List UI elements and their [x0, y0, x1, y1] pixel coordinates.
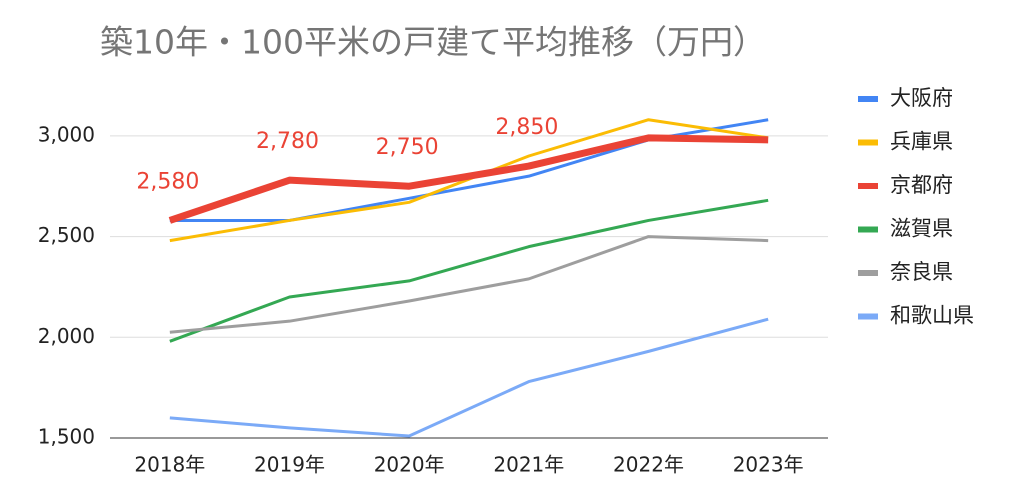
legend-swatch [858, 270, 878, 276]
value-label: 2,780 [256, 129, 319, 154]
value-label: 2,850 [495, 115, 558, 140]
legend-label: 滋賀県 [890, 217, 953, 241]
legend-swatch [858, 139, 878, 146]
legend-label: 奈良県 [890, 260, 953, 284]
chart-title: 築10年・100平米の戸建て平均推移（万円） [100, 23, 766, 62]
y-tick-label: 3,000 [38, 122, 95, 146]
legend-label: 大阪府 [890, 86, 953, 110]
y-tick-label: 2,000 [38, 324, 95, 348]
x-tick-label: 2023年 [733, 453, 804, 477]
value-label: 2,580 [136, 169, 199, 194]
y-tick-label: 1,500 [38, 425, 95, 449]
x-tick-label: 2020年 [374, 453, 445, 477]
legend-swatch [858, 96, 878, 102]
value-label: 2,750 [376, 135, 439, 160]
x-tick-label: 2018年 [134, 453, 205, 477]
legend-swatch [858, 183, 878, 189]
legend-swatch [858, 226, 878, 233]
legend-label: 京都府 [890, 173, 953, 197]
series-line [169, 198, 769, 343]
x-tick-label: 2022年 [613, 453, 684, 477]
y-tick-label: 2,500 [38, 223, 95, 247]
legend-swatch [858, 313, 878, 320]
x-tick-label: 2021年 [493, 453, 564, 477]
series-line [168, 134, 769, 224]
legend-label: 兵庫県 [890, 130, 953, 154]
series-line [169, 235, 769, 334]
legend-label: 和歌山県 [890, 304, 974, 328]
series-line [169, 317, 769, 438]
x-tick-label: 2019年 [254, 453, 325, 477]
